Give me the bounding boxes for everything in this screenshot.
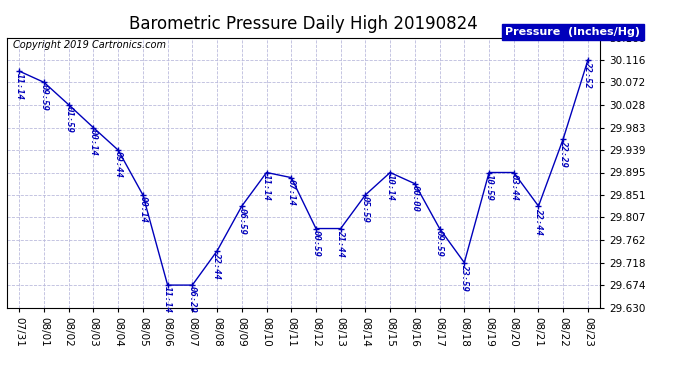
Text: 10:59: 10:59 <box>484 174 493 201</box>
Text: 23:59: 23:59 <box>460 264 469 291</box>
Text: 07:14: 07:14 <box>287 179 296 206</box>
Text: Barometric Pressure Daily High 20190824: Barometric Pressure Daily High 20190824 <box>129 15 478 33</box>
Text: 05:59: 05:59 <box>361 196 370 223</box>
Text: 09:44: 09:44 <box>114 152 123 178</box>
Text: 00:14: 00:14 <box>89 129 98 156</box>
Text: 22:29: 22:29 <box>559 140 568 167</box>
Text: 00:59: 00:59 <box>311 230 320 257</box>
Text: 00:00: 00:00 <box>411 185 420 212</box>
Text: 22:52: 22:52 <box>584 61 593 88</box>
Text: 06:59: 06:59 <box>237 207 246 234</box>
Text: 09:59: 09:59 <box>39 84 48 111</box>
Text: Pressure  (Inches/Hg): Pressure (Inches/Hg) <box>505 27 640 37</box>
Text: 11:14: 11:14 <box>163 286 172 314</box>
Text: 21:44: 21:44 <box>336 230 345 257</box>
Text: 11:14: 11:14 <box>14 72 23 99</box>
Text: 22:44: 22:44 <box>534 207 543 234</box>
Text: 10:14: 10:14 <box>386 174 395 201</box>
Text: 22:44: 22:44 <box>213 252 221 279</box>
Text: 00:14: 00:14 <box>139 196 148 223</box>
Text: 11:14: 11:14 <box>262 174 271 201</box>
Text: Copyright 2019 Cartronics.com: Copyright 2019 Cartronics.com <box>13 40 166 50</box>
Text: 03:44: 03:44 <box>509 174 518 201</box>
Text: 09:59: 09:59 <box>435 230 444 257</box>
Text: 01:59: 01:59 <box>64 106 73 133</box>
Text: 06:29: 06:29 <box>188 286 197 314</box>
